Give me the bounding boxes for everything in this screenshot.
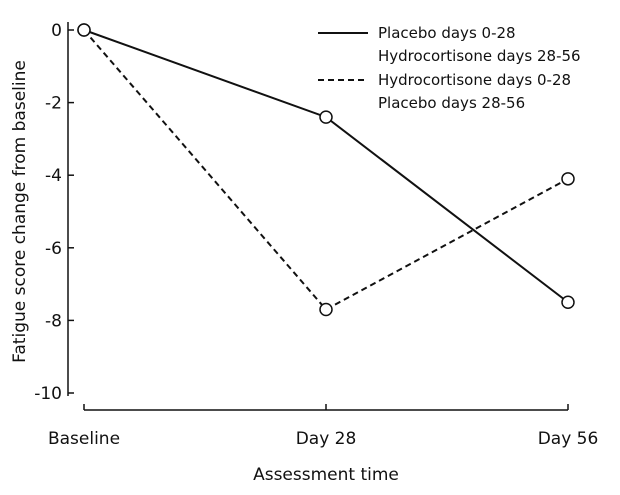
series-line-dashed [83, 29, 569, 311]
legend-entry-1-line2: Placebo days 28-56 [378, 94, 525, 112]
y-tick-label: 0 [51, 21, 62, 41]
legend: Placebo days 0-28 Hydrocortisone days 28… [318, 24, 581, 112]
y-tick-label: -8 [45, 311, 62, 331]
data-point [319, 110, 333, 124]
y-axis-ticks: 0 -2 -4 -6 -8 -10 [34, 21, 74, 404]
x-tick-label: Baseline [48, 429, 120, 449]
series-layer [77, 23, 575, 317]
x-tick-label: Day 28 [296, 429, 357, 449]
y-tick-label: -4 [45, 166, 62, 186]
y-tick-label: -10 [34, 384, 62, 404]
y-axis-title: Fatigue score change from baseline [10, 60, 30, 363]
y-tick-label: -2 [45, 94, 62, 114]
legend-entry-1-line1: Hydrocortisone days 0-28 [378, 71, 571, 89]
data-point [319, 302, 333, 317]
series-1 [77, 23, 575, 317]
data-point [561, 172, 575, 186]
legend-entry-0-line2: Hydrocortisone days 28-56 [378, 47, 581, 65]
legend-entry-0-line1: Placebo days 0-28 [378, 24, 516, 42]
x-axis-title: Assessment time [253, 465, 399, 485]
data-point [561, 295, 575, 309]
y-tick-label: -6 [45, 239, 62, 259]
series-0 [77, 23, 575, 309]
x-tick-label: Day 56 [538, 429, 599, 449]
data-point [77, 23, 91, 37]
x-axis-ticks: Baseline Day 28 Day 56 [48, 404, 598, 449]
